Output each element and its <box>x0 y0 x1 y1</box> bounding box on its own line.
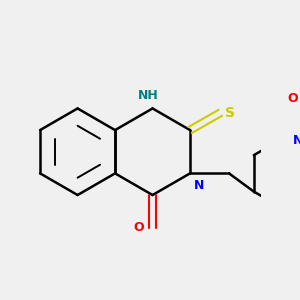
Text: S: S <box>225 106 235 120</box>
Text: O: O <box>133 221 144 234</box>
Text: N: N <box>292 134 300 147</box>
Text: N: N <box>194 178 204 192</box>
Text: NH: NH <box>138 88 159 101</box>
Text: O: O <box>287 92 298 105</box>
